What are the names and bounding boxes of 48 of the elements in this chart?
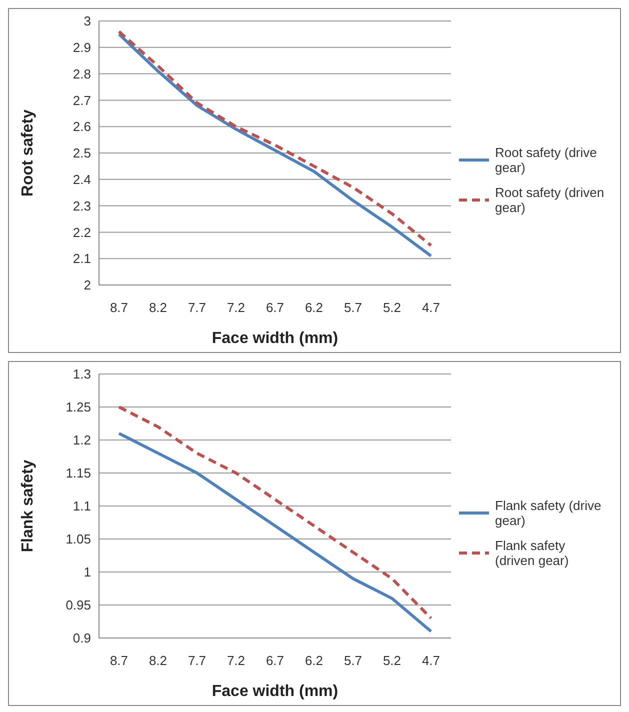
x-tick-label: 7.2 [226, 653, 246, 668]
x-tick-label: 6.7 [266, 300, 284, 316]
x-tick-label: 8.7 [110, 300, 128, 316]
legend-label: Root safety (drive gear) [495, 145, 598, 175]
x-tick-label: 6.7 [266, 653, 284, 668]
y-tick-label: 1.2 [72, 432, 91, 448]
x-tick-label: 8.2 [148, 300, 168, 316]
text: 2.4 [72, 172, 91, 188]
legend-label: Root safety (driven gear) [495, 185, 605, 215]
x-tick-label: 7.2 [226, 300, 246, 316]
text: 2.1 [72, 251, 91, 266]
legend-label: Flank safety (drive gear) [495, 498, 602, 528]
y-tick-label: 3 [84, 14, 91, 29]
y-tick-label: 1.15 [66, 466, 91, 481]
x-tick-label: 5.7 [344, 653, 362, 668]
x-tick-label: 7.7 [188, 653, 206, 668]
x-tick-label: 6.2 [304, 300, 324, 316]
text: 2.2 [72, 224, 91, 240]
text: 2.3 [72, 198, 91, 214]
text: 2.9 [72, 40, 91, 56]
x-axis-title: Face width (mm) [212, 330, 338, 347]
x-tick-label: 4.7 [422, 300, 440, 316]
y-tick-label: 2 [84, 278, 91, 293]
x-axis-title: Face width (mm) [212, 683, 338, 700]
y-tick-label: 1.1 [72, 498, 91, 514]
line-series [118, 406, 432, 620]
y-axis-title: Root safety [20, 109, 37, 197]
text: 2.8 [72, 66, 91, 82]
line-series [118, 432, 432, 633]
x-tick-label: 6.2 [304, 653, 324, 668]
y-axis-title: Flank safety [20, 460, 37, 552]
x-tick-label: 5.2 [382, 300, 402, 316]
text: 2.5 [72, 146, 91, 161]
x-tick-label: 4.7 [422, 653, 440, 668]
y-tick-label: 1.3 [72, 366, 91, 382]
x-tick-label: 7.7 [188, 300, 206, 316]
y-tick-label: 1.25 [66, 400, 91, 415]
y-tick-label: 1 [84, 564, 91, 580]
y-tick-label: 0.9 [72, 630, 91, 646]
legend-label: Flank safety (driven gear) [495, 538, 570, 568]
x-tick-label: 5.7 [344, 300, 362, 316]
x-tick-label: 8.7 [110, 653, 128, 668]
x-tick-label: 5.2 [382, 653, 402, 668]
y-tick-label: 1.05 [66, 532, 91, 547]
text: 2.7 [72, 92, 91, 108]
text: 2.6 [72, 119, 91, 134]
x-tick-label: 8.2 [148, 653, 168, 668]
y-tick-label: 0.95 [66, 598, 91, 613]
